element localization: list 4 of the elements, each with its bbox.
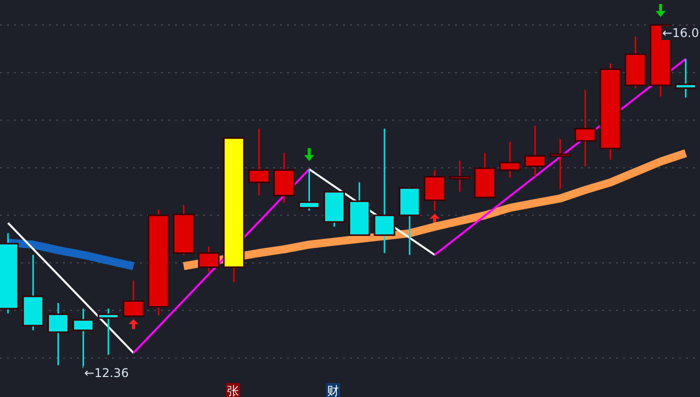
text: 财	[327, 384, 339, 397]
annotation: ←16.0	[662, 26, 699, 40]
text: 张	[227, 384, 239, 397]
annotation: ←12.36	[84, 366, 129, 380]
